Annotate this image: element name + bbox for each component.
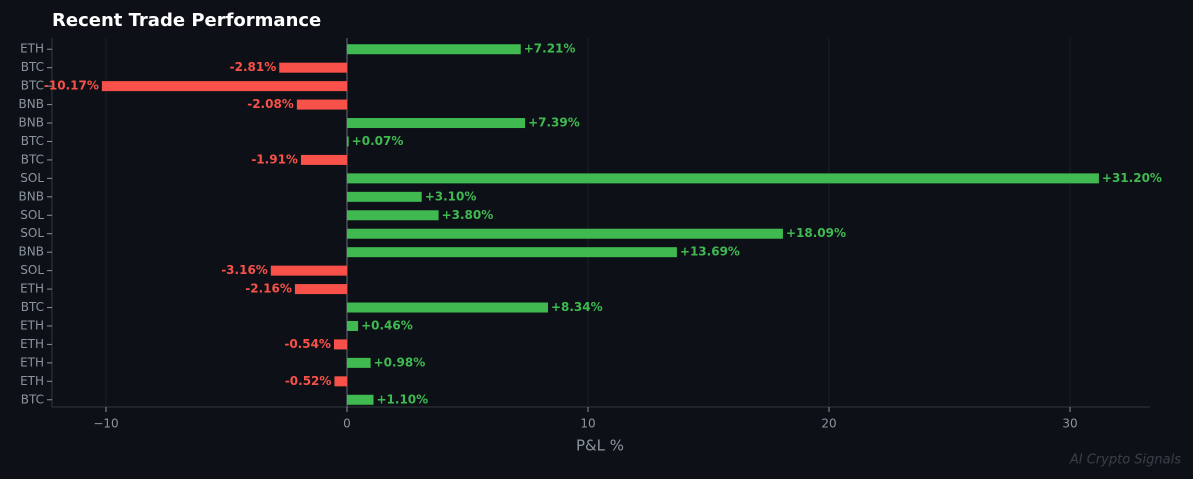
bar [346,394,374,405]
bar [101,81,347,92]
x-tick-label: 10 [580,417,595,431]
bar [346,228,783,239]
watermark: AI Crypto Signals [1069,453,1181,468]
x-tick-label: −10 [93,417,118,431]
bar [296,99,347,110]
y-tick-label: BTC [21,60,44,74]
value-label: +3.10% [425,189,477,203]
bar [294,284,347,295]
y-tick-label: BTC [21,300,44,314]
bar [334,376,347,387]
x-tick-label: 20 [821,417,836,431]
y-tick-label: BTC [21,79,44,93]
y-tick-label: BTC [21,134,44,148]
value-label: +1.10% [376,392,428,406]
y-tick-label: ETH [20,318,44,332]
y-tick-label: ETH [20,374,44,388]
y-tick-label: SOL [20,171,44,185]
bar [346,136,349,147]
value-label: +31.20% [1102,171,1162,185]
bar [346,44,521,55]
y-tick-label: ETH [20,337,44,351]
y-tick-label: SOL [20,226,44,240]
value-label: -3.16% [221,263,268,277]
value-label: +18.09% [786,226,846,240]
y-tick-label: SOL [20,263,44,277]
x-tick-label: 30 [1062,417,1077,431]
value-label: +7.39% [528,116,580,130]
value-label: -2.16% [245,282,292,296]
bar [333,339,347,350]
bar [300,154,347,165]
bar [346,302,548,313]
bar [346,357,371,368]
bar [346,118,526,129]
x-tick-label: 0 [343,417,351,431]
value-label: +0.98% [374,355,426,369]
bar [346,173,1099,184]
bar [346,210,439,221]
value-label: +3.80% [442,208,494,222]
value-label: -2.08% [247,97,294,111]
bar [346,191,422,202]
value-label: +13.69% [680,245,740,259]
bar [279,62,347,73]
y-tick-label: ETH [20,282,44,296]
y-tick-label: BNB [19,97,44,111]
y-tick-label: BTC [21,392,44,406]
value-label: -2.81% [230,60,277,74]
value-label: +7.21% [524,42,576,56]
y-tick-label: ETH [20,42,44,56]
bar [346,320,359,331]
y-tick-label: BNB [19,189,44,203]
value-label: +0.46% [361,318,413,332]
y-tick-label: BTC [21,152,44,166]
value-label: +8.34% [551,300,603,314]
value-label: -0.52% [285,374,332,388]
x-axis-label: P&L % [576,437,624,455]
y-tick-label: SOL [20,208,44,222]
bar [270,265,347,276]
y-tick-label: BNB [19,245,44,259]
value-label: -1.91% [251,152,298,166]
y-tick-label: ETH [20,355,44,369]
value-label: +0.07% [352,134,404,148]
bar [346,247,677,258]
value-label: -10.17% [44,79,99,93]
y-tick-label: BNB [19,116,44,130]
chart-title: Recent Trade Performance [52,10,321,31]
value-label: -0.54% [284,337,331,351]
